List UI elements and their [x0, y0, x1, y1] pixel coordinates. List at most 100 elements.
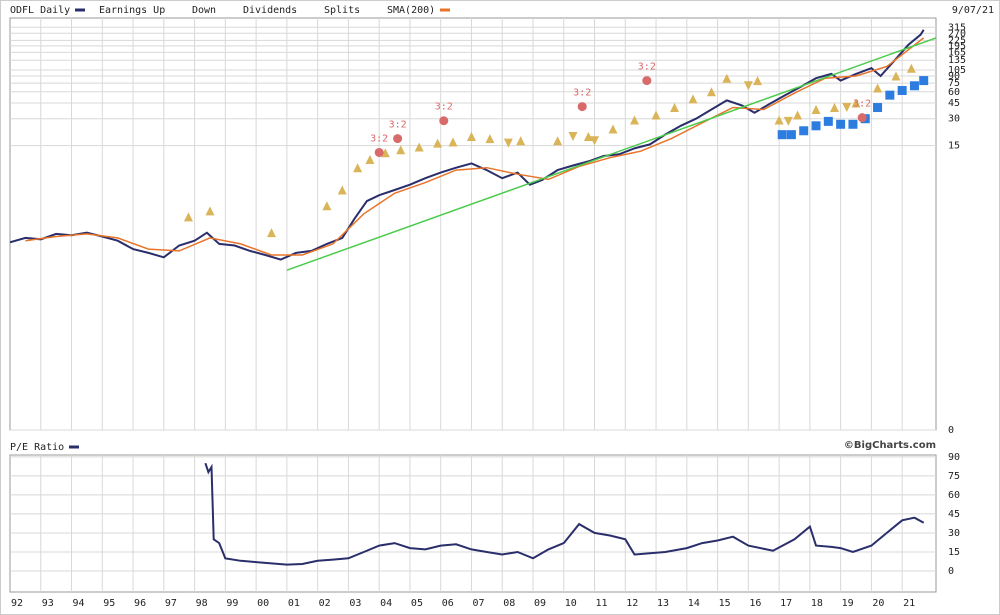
x-tick-label: 14: [688, 598, 700, 609]
plot: [204, 462, 925, 566]
x-tick-label: 93: [42, 598, 54, 609]
x-tick-label: 97: [165, 598, 177, 609]
dividend-marker: [909, 81, 919, 91]
y-tick-label: 75: [948, 78, 960, 89]
earnings-marker: [365, 155, 375, 165]
x-tick-label: 17: [780, 598, 792, 609]
dividend-marker: [885, 90, 895, 100]
earnings-marker: [503, 138, 513, 148]
earnings-marker: [688, 94, 698, 104]
dividend-marker: [919, 76, 929, 86]
y-tick-label: 195: [948, 41, 966, 52]
pe-panel: [9, 454, 937, 593]
earnings-marker: [829, 103, 839, 113]
y-tick-label: 75: [948, 471, 960, 482]
earnings-marker: [774, 115, 784, 125]
dividend-marker: [786, 130, 796, 140]
earnings-marker: [651, 110, 661, 120]
earnings-marker: [906, 63, 916, 73]
x-tick-label: 18: [811, 598, 823, 609]
y-tick-label: 225: [948, 35, 966, 46]
legend-label: Splits: [324, 5, 360, 16]
earnings-marker: [205, 206, 215, 216]
x-tick-label: 00: [257, 598, 269, 609]
x-tick-label: 01: [288, 598, 300, 609]
split-marker: [393, 134, 403, 144]
earnings-marker: [516, 136, 526, 146]
x-tick-label: 10: [565, 598, 577, 609]
y-tick-label: 60: [948, 490, 960, 501]
earnings-marker: [873, 83, 883, 93]
earnings-marker: [353, 163, 363, 173]
legend-label: SMA(200): [387, 5, 435, 16]
x-tick-label: 92: [11, 598, 23, 609]
x-tick-label: 07: [472, 598, 484, 609]
y-tick-label: 90: [948, 452, 960, 463]
y-tick-label: 15: [948, 547, 960, 558]
split-label: 3:2: [573, 88, 591, 99]
x-tick-label: 03: [349, 598, 361, 609]
earnings-marker: [851, 98, 861, 108]
y-tick-label: 15: [948, 141, 960, 152]
date: 9/07/21: [952, 5, 994, 16]
earnings-marker: [590, 136, 600, 146]
earnings-marker: [793, 110, 803, 120]
y-tick-label: 0: [948, 425, 954, 436]
y-tick-label: 45: [948, 509, 960, 520]
legend-label: Dividends: [243, 5, 297, 16]
dividend-marker: [823, 116, 833, 126]
split-marker: [374, 147, 384, 157]
earnings-marker: [670, 103, 680, 113]
earnings-marker: [396, 145, 406, 155]
y-tick-label: 270: [948, 28, 966, 39]
split-marker: [577, 102, 587, 112]
x-tick-label: 99: [226, 598, 238, 609]
dividend-marker: [897, 85, 907, 95]
y-tick-label: 90: [948, 71, 960, 82]
earnings-marker: [891, 71, 901, 81]
legend-label: ODFL Daily: [10, 5, 70, 16]
y-tick-label: 315: [948, 22, 966, 33]
legend-label: Earnings Up: [99, 5, 165, 16]
x-tick-label: 15: [719, 598, 731, 609]
y-tick-label: 105: [948, 65, 966, 76]
x-tick-label: 05: [411, 598, 423, 609]
earnings-marker: [722, 73, 732, 83]
earnings-marker: [783, 116, 793, 126]
x-tick-label: 16: [749, 598, 761, 609]
dividend-marker: [848, 119, 858, 129]
earnings-marker: [842, 103, 852, 113]
earnings-marker: [337, 185, 347, 195]
earnings-marker: [433, 138, 443, 148]
y-tick-label: 30: [948, 528, 960, 539]
plot: [10, 29, 936, 271]
earnings-marker: [753, 76, 763, 86]
earnings-marker: [608, 124, 618, 134]
dividend-marker: [799, 126, 809, 136]
x-tick-label: 13: [657, 598, 669, 609]
y-tick-label: 0: [948, 566, 954, 577]
x-tick-label: 08: [503, 598, 515, 609]
earnings-marker: [448, 137, 458, 147]
split-marker: [439, 116, 449, 126]
x-tick-label: 20: [872, 598, 884, 609]
dividend-marker: [811, 121, 821, 131]
x-tick-label: 09: [534, 598, 546, 609]
split-label: 3:2: [435, 102, 453, 113]
series-line: [25, 37, 925, 256]
watermark: ©BigCharts.com: [844, 440, 936, 451]
earnings-marker: [811, 105, 821, 115]
x-tick-label: 12: [626, 598, 638, 609]
earnings-marker: [466, 131, 476, 141]
earnings-marker: [322, 201, 332, 211]
earnings-marker: [414, 142, 424, 152]
x-tick-label: 02: [319, 598, 331, 609]
y-tick-label: 30: [948, 114, 960, 125]
earnings-marker: [743, 81, 753, 91]
legend-label: Down: [192, 5, 216, 16]
split-marker: [642, 76, 652, 86]
legend-label: P/E Ratio: [10, 442, 64, 453]
earnings-marker: [266, 228, 276, 238]
